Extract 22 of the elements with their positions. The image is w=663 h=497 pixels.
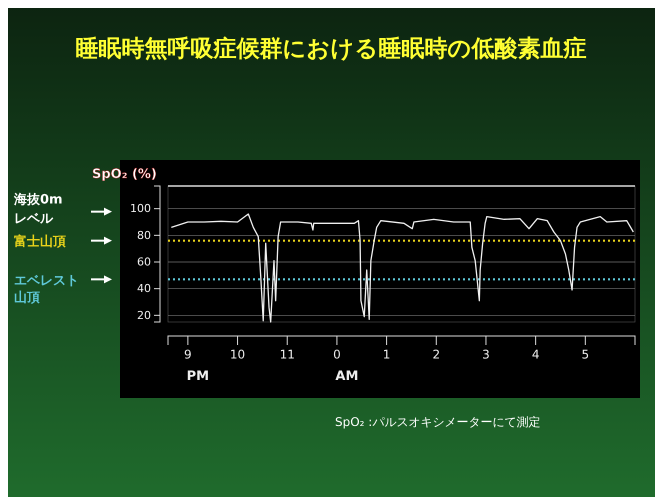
y-tick-label: 60 xyxy=(137,256,151,269)
text: AM xyxy=(335,369,358,384)
x-tick-label: 4 xyxy=(532,348,540,362)
chart-title: 睡眠時無呼吸症候群における睡眠時の低酸素血症 xyxy=(76,36,586,62)
x-tick-label: 11 xyxy=(280,348,295,362)
text: SpO₂ :パルスオキシメーターにて測定 xyxy=(335,415,540,429)
x-tick-label: 9 xyxy=(184,348,192,362)
y-tick-label: 20 xyxy=(137,308,151,322)
x-tick-label: 0 xyxy=(333,348,341,362)
ref-line-label: エベレスト山頂 xyxy=(14,273,79,306)
ref-line-label: 富士山頂 xyxy=(14,234,66,250)
y-axis-title: SpO₂ (%) xyxy=(92,167,157,182)
x-tick-label: 5 xyxy=(582,348,590,362)
y-tick-label: 80 xyxy=(137,228,151,242)
x-tick-label: 10 xyxy=(230,348,246,362)
x-tick-label: 3 xyxy=(482,348,490,362)
y-tick-label: 40 xyxy=(137,282,151,296)
text: 海抜0mレベル xyxy=(13,192,63,227)
x-tick-label: 2 xyxy=(432,348,440,362)
x-tick-label: 1 xyxy=(382,348,390,362)
text: PM xyxy=(186,369,210,384)
y-tick-label: 100 xyxy=(130,202,151,216)
